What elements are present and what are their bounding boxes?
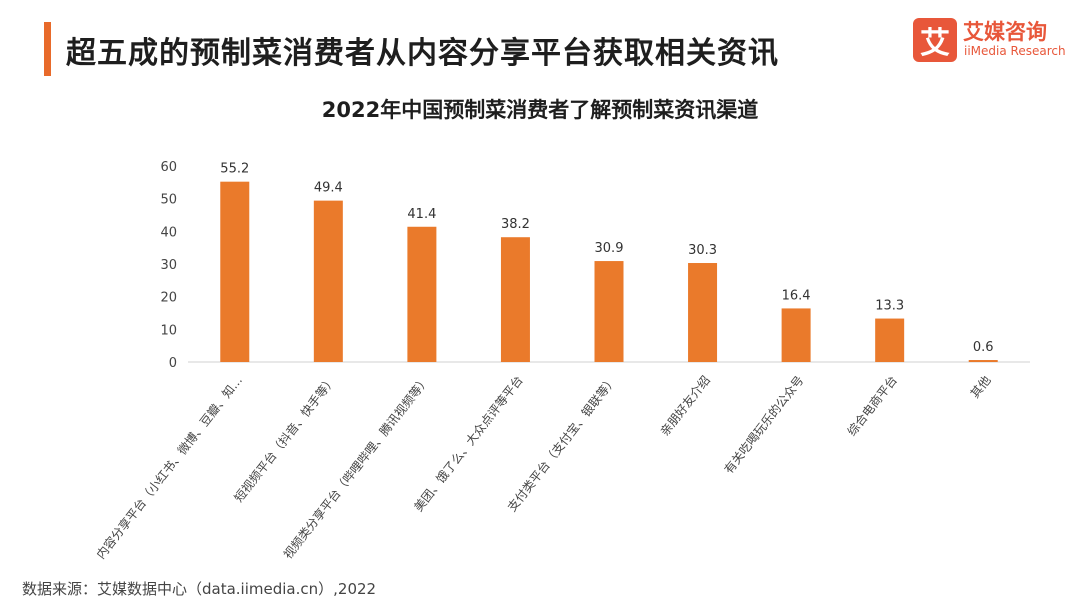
- page-headline: 超五成的预制菜消费者从内容分享平台获取相关资讯: [66, 36, 779, 71]
- bar: [781, 308, 811, 362]
- x-category-label: 美团、饿了么、大众点评等平台: [411, 373, 526, 515]
- data-label: 55.2: [220, 162, 249, 177]
- logo-name-cn: 艾媒咨询: [963, 20, 1047, 44]
- data-label: 49.4: [314, 181, 343, 196]
- title-accent-bar: [44, 22, 51, 76]
- y-tick-label: 40: [160, 225, 177, 240]
- x-category-label: 综合电商平台: [844, 373, 900, 439]
- bar: [407, 226, 437, 362]
- x-category-label: 视频类分享平台（哔哩哔哩、腾讯视频等）: [280, 373, 432, 562]
- bar: [968, 360, 998, 362]
- iimedia-logo: 艾 艾媒咨询 iiMedia Research: [913, 16, 1073, 64]
- bar: [500, 237, 530, 362]
- data-label: 38.2: [501, 217, 530, 232]
- y-tick-label: 60: [160, 160, 177, 175]
- bar: [875, 318, 905, 362]
- bar: [688, 263, 718, 362]
- x-category-label: 内容分享平台（小红书、微博、豆瓣、知…: [93, 373, 245, 562]
- x-category-label: 其他: [968, 373, 994, 401]
- data-source-note: 数据来源：艾媒数据中心（data.iimedia.cn）,2022: [22, 580, 377, 598]
- x-category-label: 支付类平台（支付宝、银联等）: [504, 373, 619, 515]
- y-tick-label: 10: [160, 323, 177, 338]
- data-label: 30.3: [688, 243, 717, 258]
- y-tick-label: 30: [160, 258, 177, 273]
- y-tick-label: 0: [169, 356, 177, 371]
- x-category-label: 短视频平台（抖音、快手等）: [231, 373, 339, 505]
- logo-name-en: iiMedia Research: [964, 44, 1066, 58]
- x-category-label: 有关吃喝玩乐的公众号: [721, 373, 807, 477]
- data-label: 16.4: [782, 288, 811, 303]
- y-tick-label: 50: [160, 193, 177, 208]
- data-label: 13.3: [875, 299, 904, 314]
- y-tick-label: 20: [160, 291, 177, 306]
- data-label: 0.6: [973, 340, 994, 355]
- logo-mark-icon: 艾: [913, 18, 957, 62]
- x-category-label: 亲朋好友介绍: [658, 373, 713, 438]
- bar: [220, 181, 250, 362]
- data-label: 41.4: [407, 207, 436, 222]
- bar: [313, 200, 343, 362]
- data-label: 30.9: [595, 241, 624, 256]
- chart-title: 2022年中国预制菜消费者了解预制菜资讯渠道: [321, 98, 759, 122]
- bar: [594, 261, 624, 362]
